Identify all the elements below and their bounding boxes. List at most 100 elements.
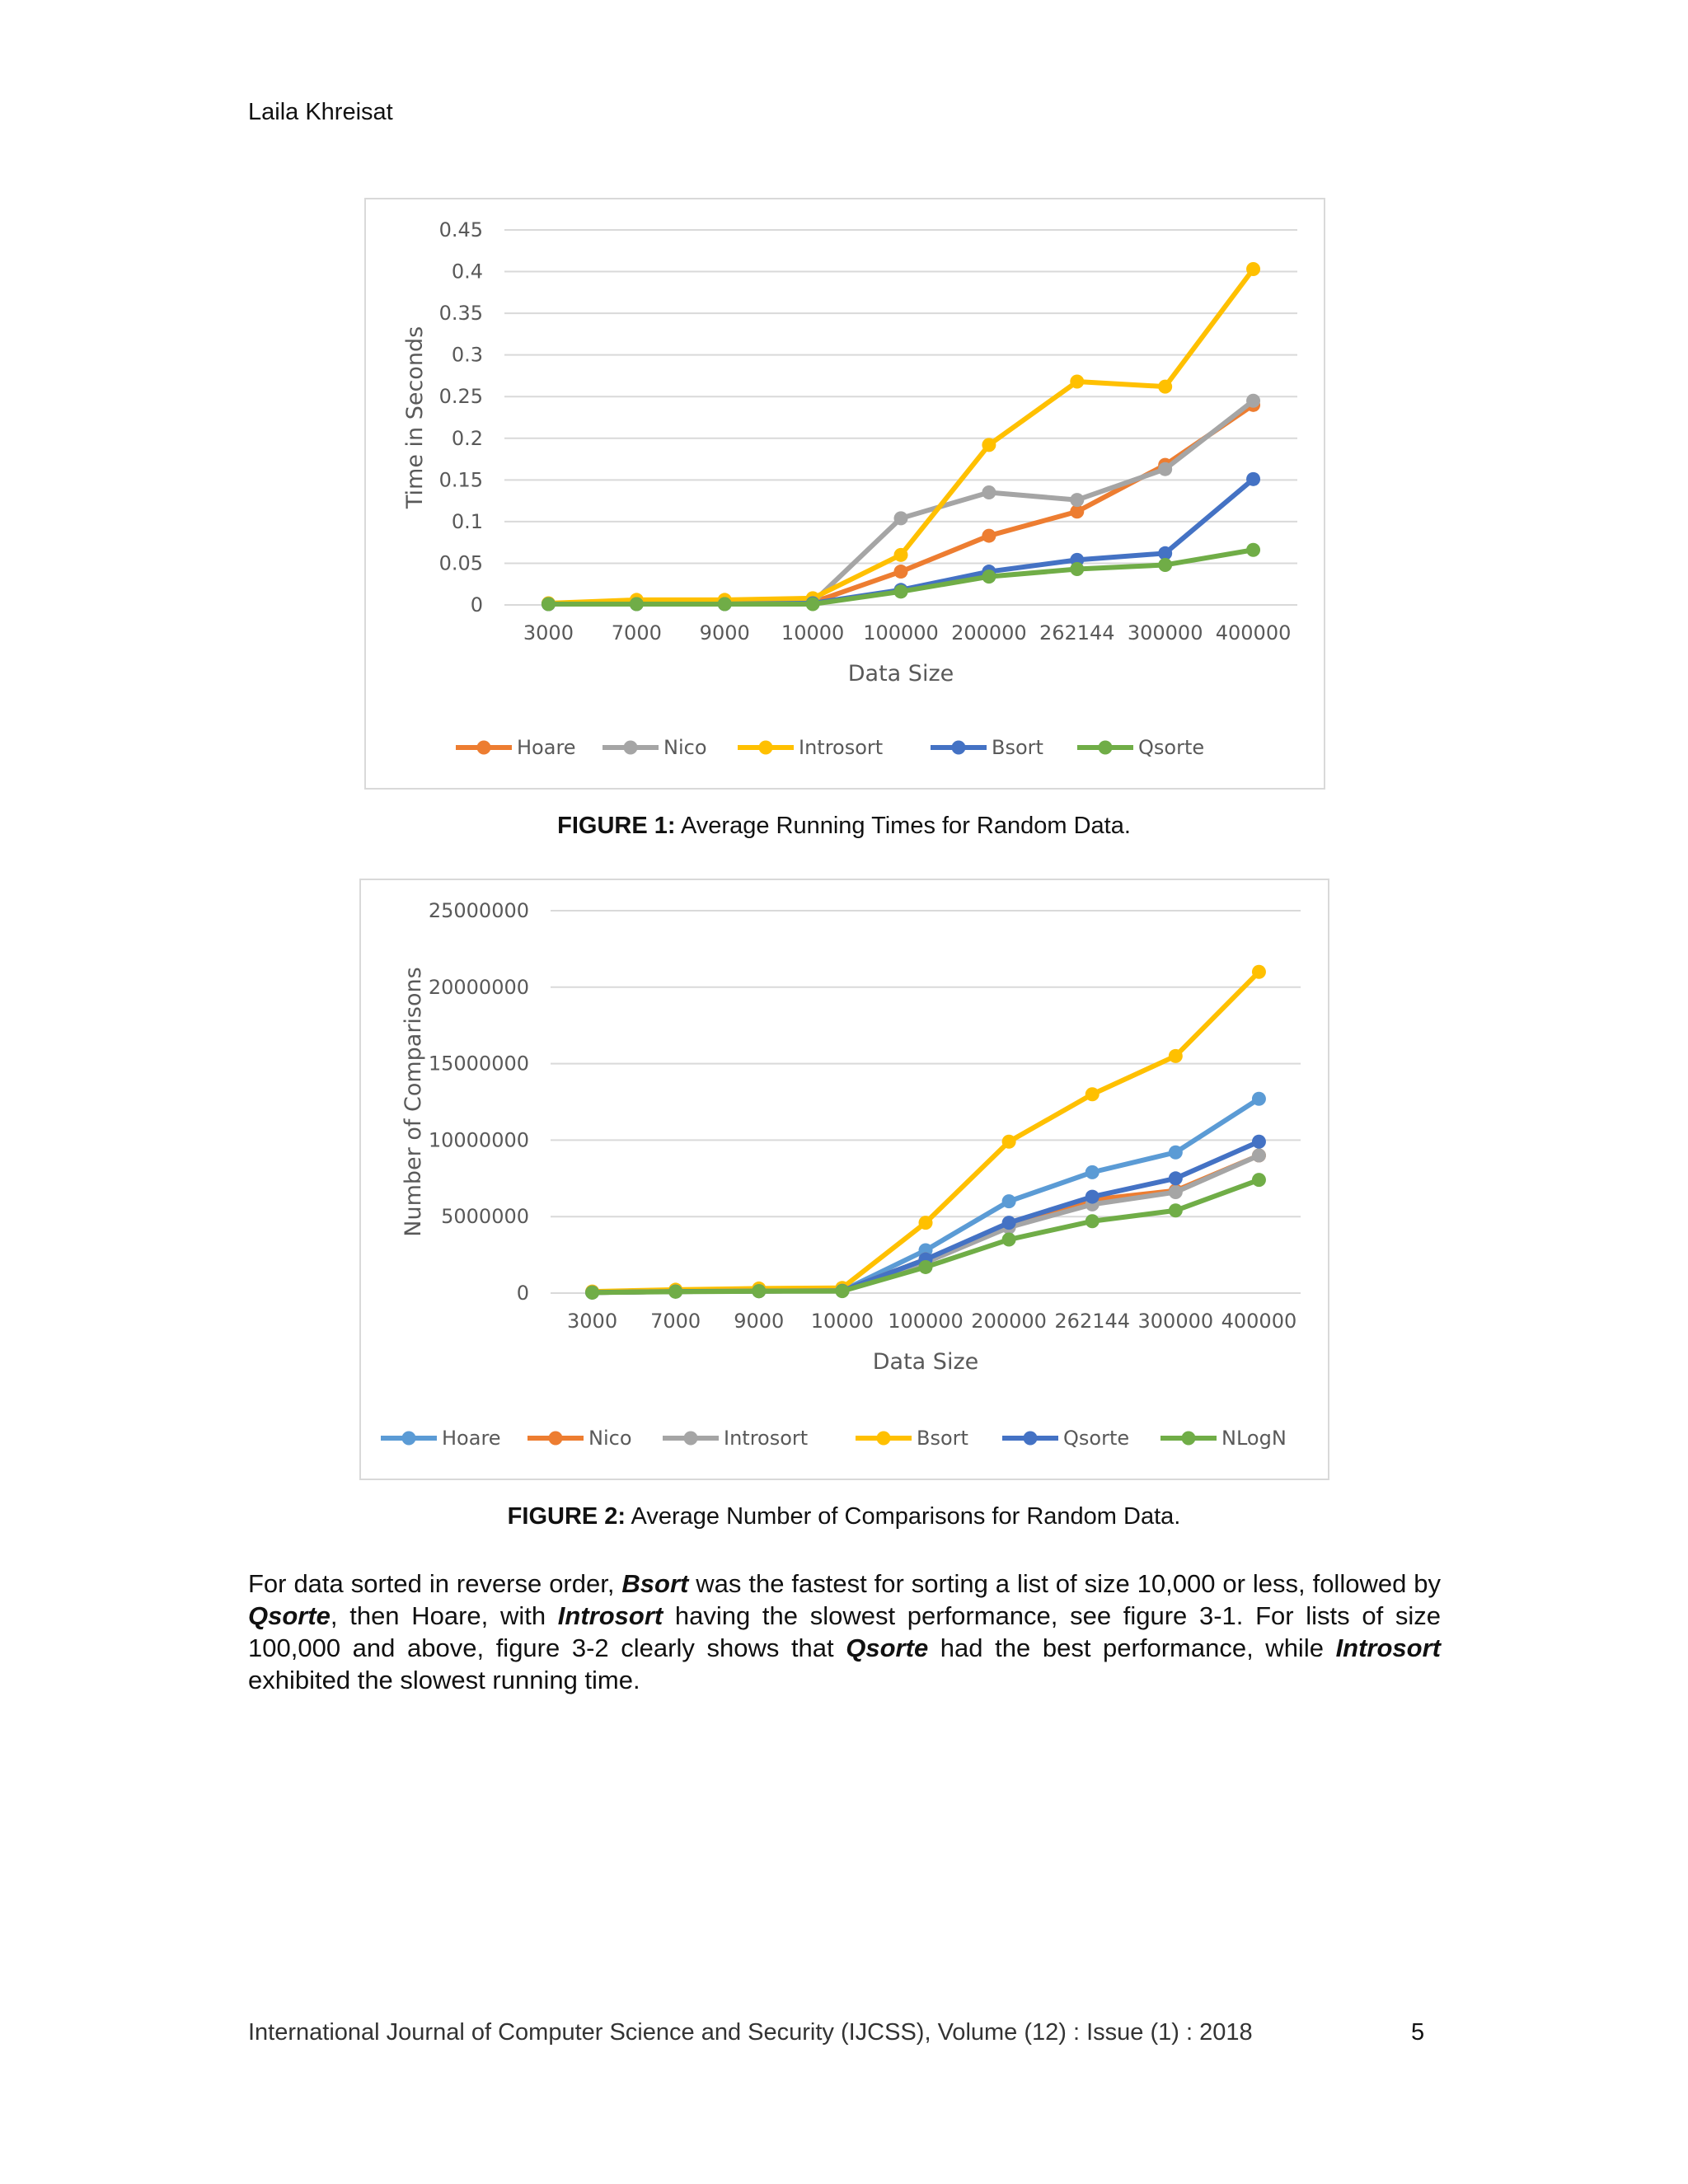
figure-2-chart: 0 5000000 10000000 15000000 20000000 25000000…: [359, 879, 1329, 1480]
data-point-bsort: [1246, 471, 1261, 486]
data-point-hoare: [1251, 1091, 1266, 1106]
emphasized-term: Qsorte: [248, 1601, 331, 1630]
legend-marker: [951, 740, 966, 755]
legend-marker: [1098, 740, 1113, 755]
data-point-introsort: [1070, 374, 1085, 389]
data-point-bsort: [1158, 546, 1173, 560]
x-tick-label: 200000: [951, 621, 1027, 644]
data-point-qsorte: [805, 597, 820, 612]
x-tick-label: 300000: [1138, 1310, 1214, 1333]
data-point-hoare: [893, 565, 908, 579]
data-point-bsort: [1168, 1048, 1183, 1063]
legend-label: Introsort: [724, 1427, 808, 1450]
x-tick-label: 400000: [1216, 621, 1292, 644]
paragraph-text: had the best performance, while: [928, 1633, 1336, 1662]
legend-marker: [401, 1431, 416, 1446]
emphasized-term: Qsorte: [846, 1633, 929, 1662]
y-tick-label: 0.05: [439, 551, 483, 574]
emphasized-term: Introsort: [1335, 1633, 1441, 1662]
data-point-qsorte: [1158, 557, 1173, 572]
data-point-bsort: [1001, 1134, 1016, 1149]
legend-marker: [476, 740, 491, 755]
paragraph-text: was the fastest for sorting a list of si…: [688, 1569, 1441, 1598]
figure-2-caption-text: Average Number of Comparisons for Random…: [626, 1503, 1181, 1530]
data-point-nico: [982, 485, 996, 499]
y-axis-title: Time in Seconds: [402, 326, 428, 509]
y-tick-label: 0.45: [439, 218, 483, 241]
y-tick-label: 0.4: [452, 260, 483, 284]
data-point-hoare: [1168, 1145, 1183, 1160]
x-tick-label: 3000: [567, 1310, 617, 1333]
data-point-introsort: [982, 438, 996, 452]
legend-label: NLogN: [1221, 1427, 1287, 1450]
running-header-author: Laila Khreisat: [248, 99, 393, 125]
data-point-hoare: [1001, 1194, 1016, 1209]
legend-marker: [1181, 1431, 1196, 1446]
data-point-nico: [1246, 393, 1261, 408]
legend-label: Qsorte: [1138, 736, 1204, 759]
legend-label: Bsort: [992, 736, 1043, 759]
legend-label: Bsort: [917, 1427, 968, 1450]
data-point-qsorte: [629, 597, 644, 612]
data-point-bsort: [918, 1216, 933, 1230]
data-point-introsort: [1251, 1148, 1266, 1163]
legend-label: Nico: [588, 1427, 632, 1450]
y-tick-label: 10000000: [429, 1128, 529, 1151]
data-point-introsort: [1246, 262, 1261, 277]
y-axis-title: Number of Comparisons: [401, 967, 426, 1236]
data-point-nico: [893, 511, 908, 526]
x-tick-label: 7000: [612, 621, 662, 644]
legend-label: Nico: [663, 736, 707, 759]
data-point-nlogn: [1251, 1173, 1266, 1188]
legend-label: Hoare: [517, 736, 576, 759]
y-tick-label: 20000000: [429, 976, 529, 999]
figure-1-chart: 0 0.05 0.1 0.15 0.2 0.25 0.3 0.35 0.4 0.45 3000 700…: [364, 198, 1325, 790]
data-point-bsort: [1251, 964, 1266, 979]
y-tick-label: 0.25: [439, 385, 483, 408]
y-tick-label: 0: [517, 1282, 529, 1305]
paragraph-text: having the slowest performance, see figu…: [248, 1601, 1441, 1662]
data-point-qsorte: [1251, 1134, 1266, 1149]
legend-label: Introsort: [799, 736, 883, 759]
x-tick-label: 9000: [700, 621, 750, 644]
legend-marker: [1023, 1431, 1038, 1446]
data-point-nico: [1158, 462, 1173, 476]
y-tick-label: 15000000: [429, 1052, 529, 1076]
data-point-nlogn: [585, 1285, 600, 1300]
y-tick-label: 0.2: [452, 427, 483, 450]
y-tick-label: 25000000: [429, 899, 529, 922]
data-point-qsorte: [1246, 542, 1261, 557]
x-tick-label: 200000: [971, 1310, 1047, 1333]
data-point-nlogn: [668, 1284, 683, 1299]
legend-label: Qsorte: [1063, 1427, 1129, 1450]
data-point-qsorte: [982, 569, 996, 584]
data-point-qsorte: [1070, 562, 1085, 577]
data-point-nlogn: [752, 1284, 767, 1299]
y-tick-label: 0.1: [452, 510, 483, 533]
x-tick-label: 262144: [1039, 621, 1115, 644]
legend-marker: [623, 740, 638, 755]
paragraph-text: , then Hoare, with: [330, 1601, 558, 1630]
data-point-hoare: [1070, 504, 1085, 519]
legend-marker: [758, 740, 773, 755]
figure-2-caption-label: FIGURE 2:: [507, 1503, 626, 1530]
figure-1-svg: 0 0.05 0.1 0.15 0.2 0.25 0.3 0.35 0.4 0.45 3000 700…: [402, 218, 1297, 759]
x-tick-label: 262144: [1054, 1310, 1130, 1333]
x-tick-label: 100000: [888, 1310, 964, 1333]
x-tick-label: 400000: [1221, 1310, 1297, 1333]
body-paragraph: For data sorted in reverse order, Bsort …: [248, 1568, 1441, 1696]
y-tick-label: 0.35: [439, 302, 483, 325]
data-point-qsorte: [1085, 1189, 1100, 1204]
x-tick-label: 100000: [863, 621, 939, 644]
data-point-nlogn: [918, 1259, 933, 1274]
legend-label: Hoare: [442, 1427, 501, 1450]
y-tick-label: 0.15: [439, 468, 483, 491]
data-point-hoare: [1085, 1165, 1100, 1179]
data-point-bsort: [1085, 1087, 1100, 1102]
paragraph-text: exhibited the slowest running time.: [248, 1666, 640, 1694]
x-tick-label: 10000: [781, 621, 844, 644]
data-point-qsorte: [717, 597, 732, 612]
legend-marker: [876, 1431, 891, 1446]
page-number: 5: [1411, 2019, 1425, 2046]
y-tick-label: 0.3: [452, 344, 483, 367]
